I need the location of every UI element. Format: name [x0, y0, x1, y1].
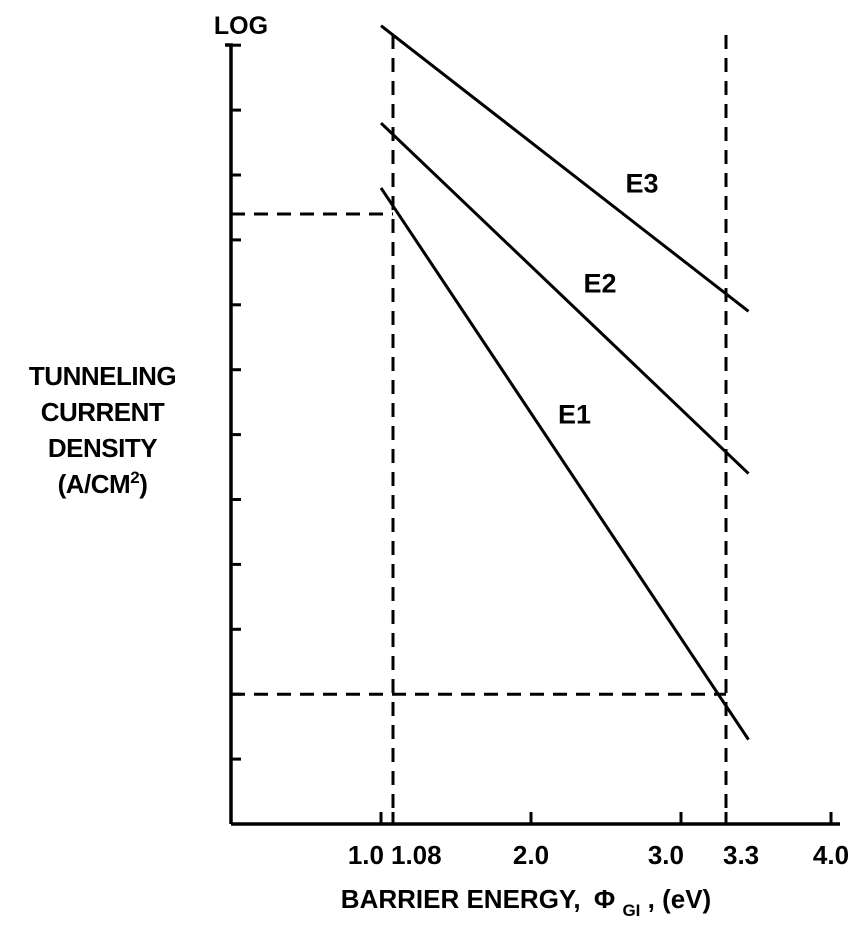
- y-axis-label: TUNNELING CURRENT DENSITY (A/CM2): [0, 358, 205, 502]
- x-axis-label-suffix: , (eV): [648, 884, 712, 914]
- x-tick-label: 2.0: [513, 840, 549, 870]
- axes: [225, 43, 840, 826]
- x-tick-labels: 1.0 1.08 2.0 3.0 3.3 4.0: [348, 840, 849, 870]
- x-tick-label: 3.3: [723, 840, 759, 870]
- series-label-e1: E1: [558, 400, 591, 430]
- series-label-e2: E2: [584, 269, 617, 299]
- x-tick-label: 3.0: [648, 840, 684, 870]
- x-axis-label-prefix: BARRIER ENERGY,: [341, 884, 581, 914]
- reference-lines: [231, 35, 728, 822]
- x-axis-label-symbol: Φ: [594, 884, 615, 914]
- x-axis-label: BARRIER ENERGY, Φ GI , (eV): [341, 884, 711, 922]
- y-axis-label-unit-text: (A/CM: [57, 469, 131, 499]
- y-axis-label-line-3: DENSITY: [47, 433, 158, 463]
- x-tick-label: 4.0: [813, 840, 849, 870]
- y-axis-label-unit: (A/CM2): [0, 466, 205, 502]
- y-axis-label-line-1: TUNNELING: [28, 361, 177, 391]
- series-label-e3: E3: [626, 168, 659, 198]
- y-axis-top-label: LOG: [214, 12, 268, 40]
- series-line-e1: [379, 187, 750, 741]
- y-axis-label-unit-close: ): [139, 469, 148, 499]
- y-axis-label-unit-superscript: 2: [130, 468, 140, 487]
- series-line-e3: [380, 24, 750, 313]
- series-line-e2: [379, 121, 750, 475]
- series-lines: [379, 24, 750, 741]
- y-axis-label-line-2: CURRENT: [40, 397, 165, 427]
- series-labels: E1 E2 E3: [558, 168, 659, 429]
- x-tick-label: 1.08: [391, 840, 442, 870]
- x-tick-label: 1.0: [348, 840, 384, 870]
- x-axis-label-subscript: GI: [622, 901, 640, 920]
